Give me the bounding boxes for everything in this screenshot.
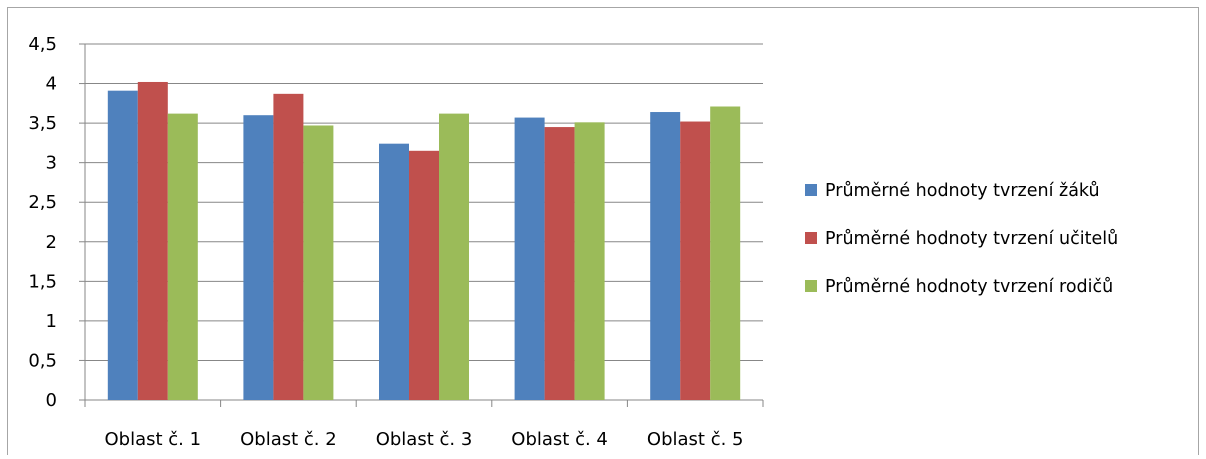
- y-tick-label: 3: [46, 153, 57, 174]
- legend-swatch: [805, 184, 817, 196]
- bar: [379, 143, 409, 400]
- chart-frame: [7, 7, 1199, 455]
- y-tick-label: 4: [46, 74, 57, 95]
- y-tick-label: 4,5: [28, 34, 57, 55]
- y-tick-label: 1,5: [28, 271, 57, 292]
- x-tick-label: Oblast č. 4: [511, 429, 608, 450]
- x-tick-label: Oblast č. 5: [647, 429, 744, 450]
- legend-swatch: [805, 232, 817, 244]
- bar: [243, 115, 274, 400]
- y-tick-label: 2,5: [28, 192, 57, 213]
- bar: [137, 81, 168, 401]
- bar: [680, 121, 711, 400]
- y-tick-label: 1: [46, 311, 57, 332]
- bar: [574, 122, 605, 400]
- bar: [514, 117, 545, 400]
- bar: [439, 113, 469, 401]
- bars: [107, 81, 741, 401]
- y-tick-label: 2: [46, 232, 57, 253]
- y-axis-tick-labels: 0 0,5 1 1,5 2 2,5 3 3,5 4 4,5: [28, 34, 57, 411]
- legend-label: Průměrné hodnoty tvrzení rodičů: [825, 277, 1113, 297]
- x-tick-label: Oblast č. 1: [105, 429, 202, 450]
- bar: [303, 125, 334, 401]
- x-tick-label: Oblast č. 3: [376, 429, 473, 450]
- bar: [107, 90, 138, 401]
- y-tick-label: 0,5: [28, 350, 57, 371]
- legend-label: Průměrné hodnoty tvrzení žáků: [825, 181, 1100, 201]
- y-tick-label: 3,5: [28, 113, 57, 134]
- y-tick-label: 0: [46, 390, 57, 411]
- bar: [544, 127, 575, 401]
- bar: [409, 150, 439, 400]
- bar: [650, 112, 681, 400]
- legend-label: Průměrné hodnoty tvrzení učitelů: [825, 229, 1118, 249]
- bar: [273, 93, 304, 400]
- legend-swatch: [805, 280, 817, 292]
- bar: [710, 106, 741, 401]
- x-tick-label: Oblast č. 2: [240, 429, 337, 450]
- x-axis-tick-labels: Oblast č. 1 Oblast č. 2 Oblast č. 3 Oblast …: [105, 429, 744, 450]
- bar: [167, 113, 198, 401]
- legend: Průměrné hodnoty tvrzení žáků Průměrné ho…: [805, 181, 1118, 297]
